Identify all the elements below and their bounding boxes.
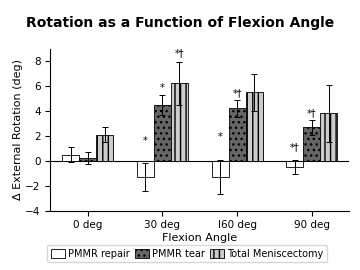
Bar (287, 161, 303, 167)
Bar (229, 109, 246, 161)
X-axis label: Flexion Angle: Flexion Angle (162, 233, 237, 243)
Bar (171, 83, 188, 161)
Text: *†: *† (290, 142, 300, 152)
Bar (154, 105, 171, 161)
Bar (212, 161, 229, 177)
Text: *†: *† (175, 49, 184, 59)
Bar (79, 158, 96, 161)
Bar (303, 127, 320, 161)
Y-axis label: Δ External Rotation (deg): Δ External Rotation (deg) (13, 59, 23, 200)
Text: *: * (143, 136, 148, 146)
Text: *: * (160, 83, 165, 93)
Text: *†: *† (232, 88, 242, 98)
Bar (96, 134, 113, 161)
Bar (137, 161, 154, 177)
Bar (62, 154, 79, 161)
Text: Rotation as a Function of Flexion Angle: Rotation as a Function of Flexion Angle (26, 16, 334, 30)
Text: *†: *† (307, 108, 317, 118)
Bar (320, 113, 337, 161)
Legend: PMMR repair, PMMR tear, Total Meniscectomy: PMMR repair, PMMR tear, Total Meniscecto… (47, 245, 327, 262)
Text: *: * (218, 132, 222, 142)
Bar (246, 92, 262, 161)
